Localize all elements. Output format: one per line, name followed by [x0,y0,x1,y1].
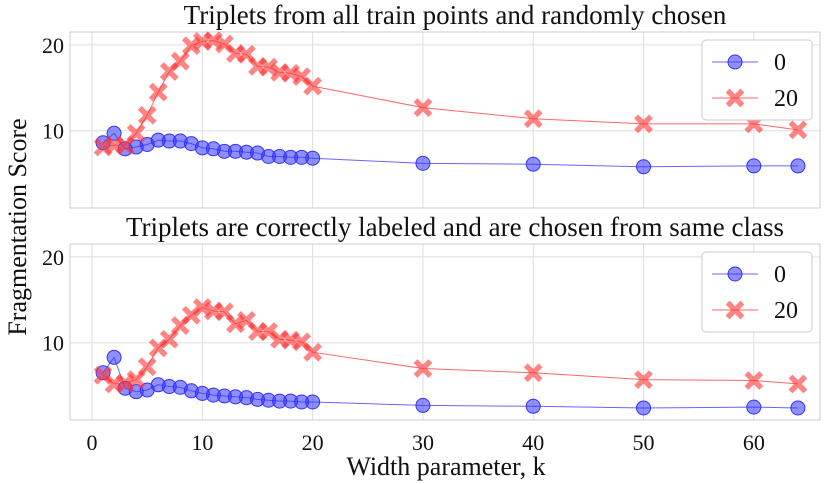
data-point [744,371,764,390]
panel-title: Triplets from all train points and rando… [184,0,727,30]
legend-marker [727,54,743,70]
data-point [259,57,278,77]
data-point [215,302,234,322]
data-point [159,329,179,349]
x-tick-label: 20 [302,430,324,455]
data-point [106,349,122,365]
legend-item: 20 [712,86,798,112]
y-axis-label: Fragmentation Score [3,118,32,335]
series-20 [93,298,808,394]
legend-item: 0 [712,50,786,76]
legend: 020 [701,39,813,121]
data-point [636,400,652,416]
x-axis-label: Width parameter, k [346,452,545,481]
data-point [790,400,806,416]
series-20 [93,31,808,157]
top-panel: 10 20 Triplets from all train points and r… [42,0,821,209]
data-point [413,98,433,117]
x-tick-label: 50 [633,430,655,455]
data-point [148,82,168,102]
data-point [523,363,543,383]
data-point [415,397,431,413]
y-tick-label: 20 [42,245,64,270]
data-point [106,125,122,141]
y-tick-label: 20 [42,33,64,58]
data-point [237,44,256,64]
data-point [181,36,201,56]
legend-label: 0 [774,50,786,76]
data-point [137,357,157,377]
data-point [746,399,762,415]
series-0 [95,349,806,416]
data-point [137,105,157,125]
x-tick-label: 60 [743,430,765,455]
data-point [636,159,652,175]
data-point [303,342,323,362]
data-point [305,150,321,166]
data-point [634,114,653,134]
legend-marker [727,266,743,282]
plot-frame [69,31,821,209]
data-point [746,158,762,174]
data-point [634,370,653,390]
data-point [788,120,808,140]
legend-label: 20 [774,86,798,112]
data-point [115,135,135,155]
legend-marker [725,300,745,320]
data-point [170,51,190,71]
y-tick-label: 10 [42,331,64,356]
data-point [523,109,543,129]
legend-label: 0 [774,262,786,288]
data-point [790,158,806,174]
legend-label: 20 [774,298,798,324]
bottom-panel: 10 20 0 10 20 30 40 50 60 Triplets are correctly … [42,212,821,455]
data-point [788,374,808,394]
data-point [525,398,541,414]
x-tick-label: 0 [87,430,98,455]
data-point [126,123,146,143]
data-point [415,155,431,171]
panel-title: Triplets are correctly labeled and are c… [126,212,784,242]
plot-frame [69,243,821,421]
data-point [525,156,541,172]
x-tick-label: 30 [412,430,434,455]
data-point [126,370,146,390]
x-tick-label: 10 [191,430,213,455]
legend-marker [725,88,745,108]
x-tick-label: 40 [522,430,544,455]
legend-item: 20 [712,298,798,324]
legend-item: 0 [712,262,786,288]
legend: 020 [701,251,813,333]
data-point [413,359,433,378]
y-tick-label: 10 [42,119,64,144]
data-point [303,76,323,96]
series-line [102,356,798,409]
data-point [305,394,321,410]
